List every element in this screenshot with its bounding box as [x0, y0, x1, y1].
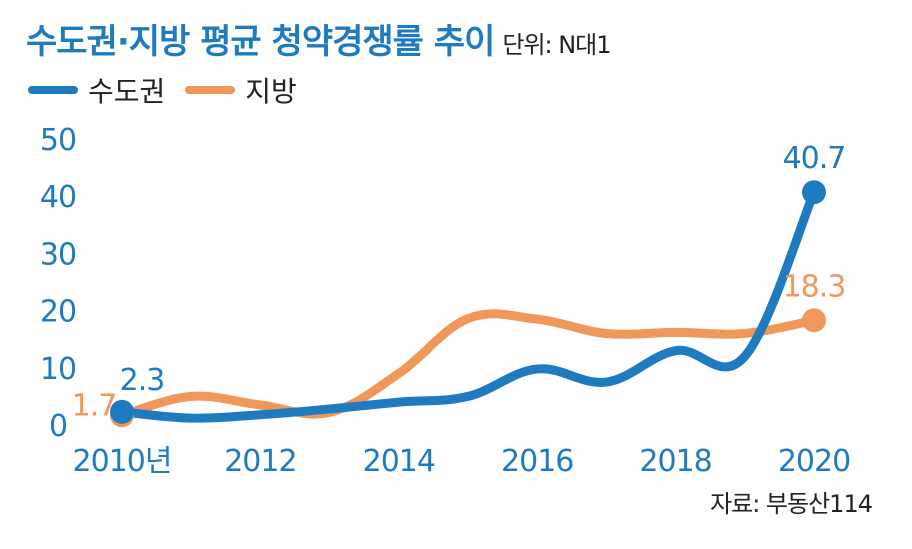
legend-label-metro: 수도권 — [88, 75, 166, 108]
legend-swatch-metro — [28, 86, 78, 94]
data-label: 40.7 — [783, 141, 846, 176]
unit-label: 단위: N대1 — [502, 31, 611, 59]
series-line-metro — [117, 187, 819, 423]
data-point-metro — [802, 180, 826, 205]
x-tick-label: 2012 — [224, 444, 296, 479]
legend-swatch-local — [185, 86, 236, 94]
data-point-local — [802, 308, 826, 333]
y-tick-label: 0 — [49, 409, 67, 444]
x-tick-label: 2014 — [363, 444, 435, 479]
data-label: 1.7 — [72, 388, 117, 423]
source-label: 자료: 부동산114 — [710, 490, 873, 518]
y-tick-label: 30 — [40, 237, 76, 272]
legend: 수도권 지방 — [28, 70, 317, 110]
chart-title: 수도권·지방 평균 청약경쟁률 추이 — [26, 22, 495, 62]
data-label: 2.3 — [120, 363, 165, 398]
legend-item-local: 지방 — [185, 70, 297, 110]
series-line-local — [117, 309, 819, 420]
title-row: 수도권·지방 평균 청약경쟁률 추이 단위: N대1 — [26, 14, 612, 63]
x-tick-label: 2020 — [778, 444, 850, 479]
data-point-metro — [110, 399, 134, 424]
y-tick-label: 40 — [40, 180, 76, 215]
x-tick-label: 2016 — [501, 444, 573, 479]
x-tick-label: 2010년 — [73, 444, 172, 479]
legend-item-metro: 수도권 — [28, 70, 165, 110]
y-tick-label: 50 — [40, 123, 76, 158]
legend-label-local: 지방 — [245, 75, 297, 108]
x-tick-label: 2018 — [639, 444, 711, 479]
data-label: 18.3 — [783, 269, 846, 304]
y-tick-label: 20 — [40, 295, 76, 330]
y-tick-label: 10 — [40, 352, 76, 387]
